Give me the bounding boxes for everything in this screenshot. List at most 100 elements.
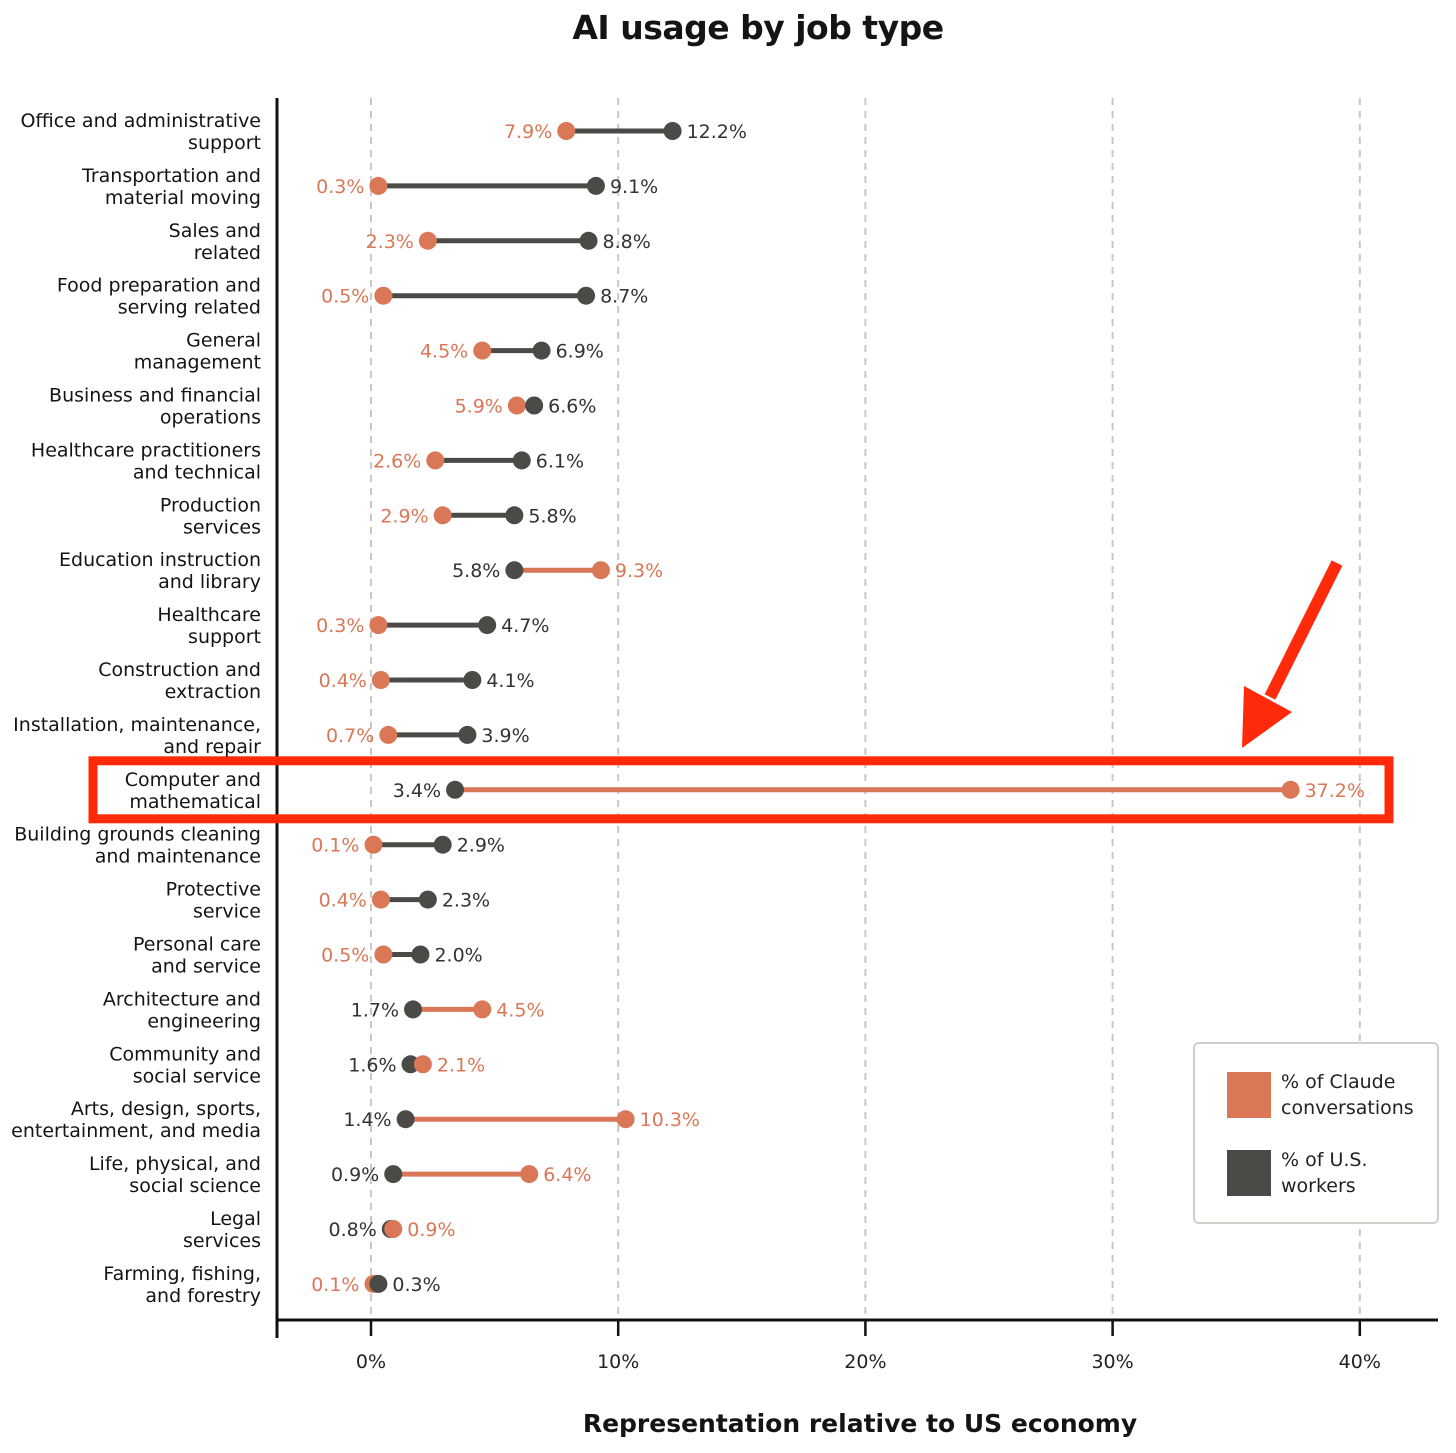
legend-label-workers-line2: workers	[1281, 1175, 1356, 1197]
claude-value-label: 0.3%	[316, 176, 364, 198]
claude-value-label: 7.9%	[504, 121, 552, 143]
claude-dot	[369, 176, 388, 195]
workers-dot	[586, 176, 605, 195]
category-label: Food preparation and serving related	[57, 275, 261, 319]
dumbbell-row: Arts, design, sports, entertainment, and …	[11, 1098, 700, 1142]
legend-swatch-claude	[1227, 1072, 1271, 1118]
highlight-box	[88, 756, 1394, 824]
claude-value-label: 0.5%	[321, 286, 369, 308]
workers-value-label: 6.6%	[548, 396, 596, 418]
chart-title: AI usage by job type	[572, 8, 944, 47]
workers-value-label: 2.3%	[442, 890, 490, 912]
workers-dot	[411, 945, 430, 964]
workers-dot	[369, 1274, 388, 1293]
category-label: Office and administrative support	[20, 110, 261, 154]
category-label: Farming, fishing, and forestry	[103, 1263, 261, 1307]
workers-dot	[396, 1110, 415, 1129]
claude-dot	[473, 341, 492, 360]
claude-value-label: 0.4%	[319, 670, 367, 692]
claude-dot	[384, 1220, 403, 1238]
category-label: Production services	[160, 494, 261, 538]
workers-dot	[663, 122, 682, 140]
claude-value-label: 2.9%	[380, 505, 428, 527]
dumbbell-row: Farming, fishing, and forestry 0.1% 0.3%	[103, 1263, 440, 1307]
claude-dot	[507, 396, 526, 415]
claude-dot	[616, 1110, 635, 1129]
workers-dot	[433, 835, 452, 854]
workers-dot	[446, 780, 465, 799]
legend-label-workers-line1: % of U.S.	[1281, 1149, 1368, 1171]
workers-dot	[579, 231, 598, 250]
category-label: Computer and mathematical	[125, 769, 261, 813]
workers-value-label: 1.7%	[351, 999, 399, 1021]
workers-value-label: 3.9%	[481, 725, 529, 747]
claude-value-label: 2.6%	[373, 450, 421, 472]
claude-dot	[379, 725, 398, 744]
workers-value-label: 5.8%	[528, 505, 576, 527]
workers-dot	[505, 506, 524, 525]
category-label: Installation, maintenance, and repair	[13, 714, 261, 758]
category-label: Personal care and service	[133, 934, 261, 978]
x-tick-label: 30%	[1091, 1351, 1133, 1373]
workers-value-label: 2.9%	[457, 835, 505, 857]
category-label: Transportation and material moving	[81, 165, 261, 209]
category-label: Education instruction and library	[59, 549, 261, 593]
claude-dot	[374, 286, 393, 305]
workers-dot	[401, 1055, 420, 1074]
highlight-annotation	[88, 560, 1394, 824]
dumbbell-row: Installation, maintenance, and repair 0.7%…	[13, 714, 530, 758]
axes: 0% 10% 20% 30% 40%	[275, 98, 1438, 1373]
claude-dot	[1281, 780, 1300, 799]
legend: % of Claude conversations % of U.S. work…	[1193, 1042, 1439, 1224]
dumbbell-row: General management 4.5% 6.9%	[134, 330, 604, 374]
annotation-arrow-head	[1242, 686, 1292, 748]
dumbbell-row: Production services 2.9% 5.8%	[160, 494, 577, 538]
dumbbell-row: Life, physical, and social science 0.9% 6.4…	[89, 1153, 592, 1197]
workers-value-label: 3.4%	[393, 780, 441, 802]
x-tick-label: 40%	[1339, 1351, 1381, 1373]
claude-value-label: 0.1%	[311, 1274, 359, 1296]
claude-value-label: 0.1%	[311, 835, 359, 857]
dumbbell-row: Protective service 0.4% 2.3%	[166, 879, 491, 923]
workers-dot	[478, 616, 497, 635]
claude-value-label: 0.4%	[319, 890, 367, 912]
claude-dot	[433, 506, 452, 525]
workers-value-label: 8.7%	[600, 286, 648, 308]
claude-value-label: 0.5%	[321, 945, 369, 967]
claude-value-label: 2.1%	[437, 1054, 485, 1076]
claude-dot	[364, 835, 383, 854]
workers-value-label: 8.8%	[603, 231, 651, 253]
dumbbell-row: Personal care and service 0.5% 2.0%	[133, 934, 483, 978]
claude-dot	[371, 890, 390, 909]
claude-dot	[591, 561, 610, 580]
category-label: Legal services	[183, 1208, 261, 1252]
workers-value-label: 6.1%	[536, 450, 584, 472]
claude-value-label: 9.3%	[615, 560, 663, 582]
workers-value-label: 0.9%	[331, 1164, 379, 1186]
workers-value-label: 0.3%	[392, 1274, 440, 1296]
workers-dot	[525, 396, 544, 415]
workers-value-label: 4.7%	[501, 615, 549, 637]
workers-value-label: 2.0%	[434, 945, 482, 967]
claude-dot	[418, 231, 437, 250]
workers-dot	[404, 1000, 423, 1019]
claude-dot	[374, 945, 393, 964]
claude-value-label: 6.4%	[543, 1164, 591, 1186]
category-label: Construction and extraction	[98, 659, 261, 703]
workers-value-label: 6.9%	[556, 341, 604, 363]
annotation-arrow-shaft	[1264, 560, 1343, 700]
legend-label-claude-line1: % of Claude	[1281, 1071, 1396, 1093]
claude-dot	[520, 1165, 539, 1184]
workers-dot	[384, 1165, 403, 1184]
dumbbell-row: Healthcare support 0.3% 4.7%	[157, 604, 549, 648]
category-label: Arts, design, sports, entertainment, and …	[11, 1098, 261, 1142]
dumbbell-row: Building grounds cleaning and maintenance…	[14, 824, 505, 868]
workers-dot	[577, 286, 596, 305]
dumbbell-row: Computer and mathematical 3.4% 37.2%	[125, 769, 1365, 813]
x-tick-label: 10%	[597, 1351, 639, 1373]
legend-item-claude: % of Claude conversations	[1227, 1071, 1431, 1121]
category-label: General management	[134, 330, 261, 374]
dumbbell-row: Legal services 0.8% 0.9%	[183, 1208, 455, 1252]
legend-swatch-workers	[1227, 1150, 1271, 1196]
